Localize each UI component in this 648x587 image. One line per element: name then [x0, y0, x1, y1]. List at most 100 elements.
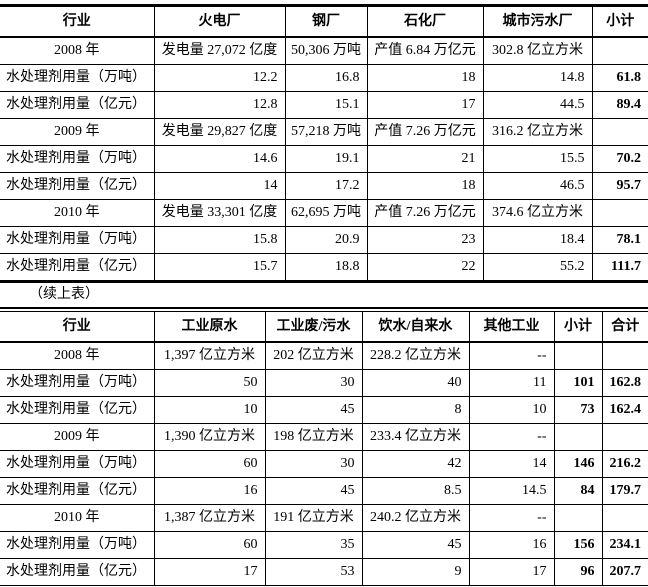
- table-row: 水处理剂用量（万吨） 50 30 40 11 101 162.8: [0, 369, 648, 397]
- row-label: 2010 年: [0, 199, 154, 227]
- table-cell: [601, 504, 648, 532]
- industry-table-main: 行业 火电厂 钢厂 石化厂 城市污水厂 小计 2008 年发电量 27,072 亿度 50,…: [0, 4, 648, 283]
- table-cell: 45: [264, 477, 362, 505]
- table-row: 水处理剂用量（亿元） 12.8 15.1 17 44.5 89.4: [0, 91, 648, 119]
- row-label: 水处理剂用量（万吨）: [0, 226, 154, 254]
- table-cell: 95.7: [591, 172, 648, 200]
- table-cell: 228.2 亿立方米: [361, 342, 469, 370]
- table-cell: 17.2: [284, 172, 367, 200]
- table-cell: --: [468, 504, 554, 532]
- table-cell: 18: [366, 64, 483, 92]
- table-cell: [553, 423, 602, 451]
- table-cell: 233.4 亿立方米: [361, 423, 469, 451]
- table-cell: 17: [468, 558, 554, 586]
- table-cell: 40: [361, 369, 469, 397]
- row-label: 2008 年: [0, 37, 154, 65]
- table-cell: 45: [264, 396, 362, 424]
- table-cell: [553, 504, 602, 532]
- table-cell: [591, 118, 648, 146]
- table-cell: 15.1: [284, 91, 367, 119]
- table-cell: 产值 7.26 万亿元: [366, 199, 483, 227]
- table-cell: 55.2: [482, 253, 592, 282]
- table-cell: 12.2: [153, 64, 285, 92]
- table-header-row: 行业 工业原水 工业废/污水 饮水/自来水 其他工业 小计 合计: [0, 311, 648, 343]
- table-cell: 84: [553, 477, 602, 505]
- table-cell: 产值 7.26 万亿元: [366, 118, 483, 146]
- table-cell: 89.4: [591, 91, 648, 119]
- table-cell: 35: [264, 531, 362, 559]
- column-header: 小计: [591, 5, 648, 38]
- continued-table-top-rule: 行业 工业原水 工业废/污水 饮水/自来水 其他工业 小计 合计 2008 年 1,397 亿…: [0, 307, 648, 586]
- table-cell: 30: [264, 369, 362, 397]
- table-cell: 207.7: [601, 558, 648, 586]
- table-cell: 19.1: [284, 145, 367, 173]
- row-label: 水处理剂用量（亿元）: [0, 477, 154, 505]
- table-cell: 14.5: [468, 477, 554, 505]
- row-label: 水处理剂用量（亿元）: [0, 558, 154, 586]
- row-label: 水处理剂用量（万吨）: [0, 369, 154, 397]
- table-cell: [591, 37, 648, 65]
- table-cell: 15.7: [153, 253, 285, 282]
- table-row: 2009 年发电量 29,827 亿度 57,218 万吨 产值 7.26 万亿元 3…: [0, 118, 648, 146]
- table-cell: 191 亿立方米: [264, 504, 362, 532]
- column-header: 城市污水厂: [482, 5, 592, 38]
- column-header: 钢厂: [284, 5, 367, 38]
- table-cell: 146: [553, 450, 602, 478]
- table-row: 水处理剂用量（亿元） 14 17.2 18 46.5 95.7: [0, 172, 648, 200]
- table-cell: 240.2 亿立方米: [361, 504, 469, 532]
- table-cell: [591, 199, 648, 227]
- continuation-note: （续上表）: [29, 287, 99, 302]
- table-cell: 17: [366, 91, 483, 119]
- table-row: 水处理剂用量（万吨） 60 35 45 16 156 234.1: [0, 531, 648, 559]
- table-row: 水处理剂用量（亿元） 16 45 8.5 14.5 84 179.7: [0, 477, 648, 505]
- table-row: 水处理剂用量（亿元） 17 53 9 17 96 207.7: [0, 558, 648, 586]
- table-row: 2009 年 1,390 亿立方米 198 亿立方米 233.4 亿立方米 --: [0, 423, 648, 451]
- table-cell: 14: [468, 450, 554, 478]
- table-cell: 162.4: [601, 396, 648, 424]
- table-cell: 60: [153, 531, 265, 559]
- table-row: 2008 年发电量 27,072 亿度 50,306 万吨 产值 6.84 万亿元 3…: [0, 37, 648, 65]
- table-cell: 15.8: [153, 226, 285, 254]
- table-cell: 374.6 亿立方米: [482, 199, 592, 227]
- table-cell: 53: [264, 558, 362, 586]
- column-header: 小计: [553, 311, 602, 343]
- column-header: 其他工业: [468, 311, 554, 343]
- column-header: 工业原水: [153, 311, 265, 343]
- table-cell: 8.5: [361, 477, 469, 505]
- column-header: 行业: [0, 5, 154, 38]
- table-cell: 18.4: [482, 226, 592, 254]
- row-label: 水处理剂用量（万吨）: [0, 64, 154, 92]
- table-cell: 70.2: [591, 145, 648, 173]
- table-cell: 21: [366, 145, 483, 173]
- table-row: 2008 年 1,397 亿立方米 202 亿立方米 228.2 亿立方米 --: [0, 342, 648, 370]
- table-cell: 22: [366, 253, 483, 282]
- table-cell: 18: [366, 172, 483, 200]
- table-cell: 发电量 29,827 亿度: [153, 118, 285, 146]
- table-cell: 30: [264, 450, 362, 478]
- table-cell: 45: [361, 531, 469, 559]
- table-header-row: 行业 火电厂 钢厂 石化厂 城市污水厂 小计: [0, 5, 648, 38]
- table-cell: 198 亿立方米: [264, 423, 362, 451]
- table-row: 水处理剂用量（万吨） 14.6 19.1 21 15.5 70.2: [0, 145, 648, 173]
- row-label: 2009 年: [0, 118, 154, 146]
- row-label: 水处理剂用量（万吨）: [0, 531, 154, 559]
- table-cell: 17: [153, 558, 265, 586]
- table-cell: 234.1: [601, 531, 648, 559]
- column-header: 行业: [0, 311, 154, 343]
- table-cell: 61.8: [591, 64, 648, 92]
- table-row: 2010 年 1,387 亿立方米 191 亿立方米 240.2 亿立方米 --: [0, 504, 648, 532]
- industry-table-continued: 行业 工业原水 工业废/污水 饮水/自来水 其他工业 小计 合计 2008 年 1,397 亿…: [0, 311, 648, 586]
- table-cell: 78.1: [591, 226, 648, 254]
- table-cell: 9: [361, 558, 469, 586]
- table-cell: 60: [153, 450, 265, 478]
- table-cell: 14: [153, 172, 285, 200]
- table-cell: 96: [553, 558, 602, 586]
- table-row: 水处理剂用量（亿元） 15.7 18.8 22 55.2 111.7: [0, 253, 648, 282]
- table-cell: 产值 6.84 万亿元: [366, 37, 483, 65]
- table-cell: 14.8: [482, 64, 592, 92]
- table-cell: 11: [468, 369, 554, 397]
- table-cell: 发电量 27,072 亿度: [153, 37, 285, 65]
- table-row: 水处理剂用量（万吨） 60 30 42 14 146 216.2: [0, 450, 648, 478]
- table-cell: 发电量 33,301 亿度: [153, 199, 285, 227]
- table-cell: 73: [553, 396, 602, 424]
